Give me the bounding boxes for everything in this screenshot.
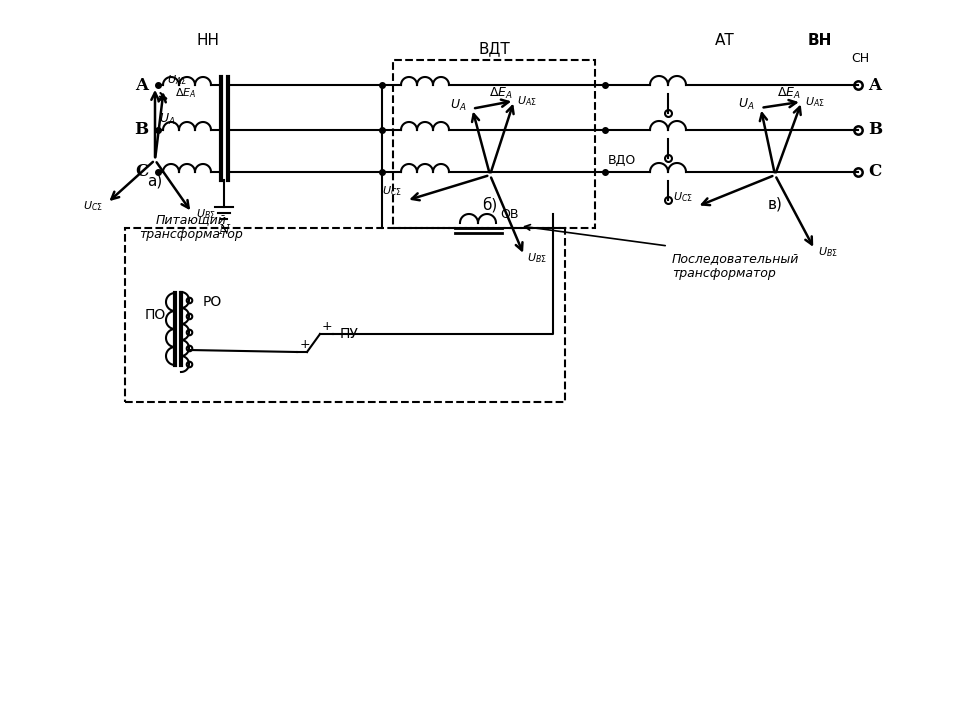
Text: $U_{C\Sigma}$: $U_{C\Sigma}$	[382, 184, 402, 198]
Text: B: B	[133, 122, 148, 138]
Text: в): в)	[768, 197, 782, 212]
Text: $\Delta E_A$: $\Delta E_A$	[490, 86, 513, 101]
Text: НН: НН	[197, 33, 220, 48]
Text: $U_A$: $U_A$	[449, 98, 467, 113]
Text: +: +	[300, 338, 310, 351]
Text: РО: РО	[203, 295, 223, 309]
Text: АТ: АТ	[715, 33, 734, 48]
Text: а): а)	[148, 173, 162, 188]
Text: $\Delta E_A$: $\Delta E_A$	[175, 86, 197, 100]
Text: $U_{C\Sigma}$: $U_{C\Sigma}$	[84, 199, 104, 213]
Text: $U_A$: $U_A$	[738, 97, 755, 112]
Text: $U_{B\Sigma}$: $U_{B\Sigma}$	[196, 207, 216, 222]
Text: ВДТ: ВДТ	[478, 41, 510, 56]
Text: ВН: ВН	[807, 33, 832, 48]
Bar	[393, 60, 595, 228]
Text: $U_{C\Sigma}$: $U_{C\Sigma}$	[673, 191, 693, 204]
Text: N: N	[219, 224, 229, 237]
Text: Последовательный
трансформатор: Последовательный трансформатор	[672, 252, 800, 280]
Text: $U_{A\Sigma}$: $U_{A\Sigma}$	[167, 73, 186, 87]
Text: $U_{A\Sigma}$: $U_{A\Sigma}$	[804, 95, 825, 109]
Text: ВДО: ВДО	[608, 154, 636, 167]
Text: СН: СН	[851, 52, 869, 65]
Text: Питающий
трансформатор: Питающий трансформатор	[139, 213, 243, 241]
Text: A: A	[135, 76, 148, 94]
Text: б): б)	[482, 197, 497, 212]
Text: B: B	[868, 122, 882, 138]
Text: $U_A$: $U_A$	[159, 112, 176, 127]
Text: $U_{A\Sigma}$: $U_{A\Sigma}$	[517, 94, 537, 108]
Text: $\Delta E_A$: $\Delta E_A$	[778, 86, 802, 101]
Text: C: C	[868, 163, 881, 181]
Text: +: +	[322, 320, 332, 333]
Text: C: C	[134, 163, 148, 181]
Text: ПУ: ПУ	[340, 327, 359, 341]
Text: $U_{B\Sigma}$: $U_{B\Sigma}$	[818, 246, 837, 259]
Text: ПО: ПО	[144, 308, 166, 322]
Bar	[125, 228, 565, 402]
Text: A: A	[868, 76, 881, 94]
Text: $U_{B\Sigma}$: $U_{B\Sigma}$	[527, 251, 547, 265]
Text: ОВ: ОВ	[500, 207, 518, 220]
